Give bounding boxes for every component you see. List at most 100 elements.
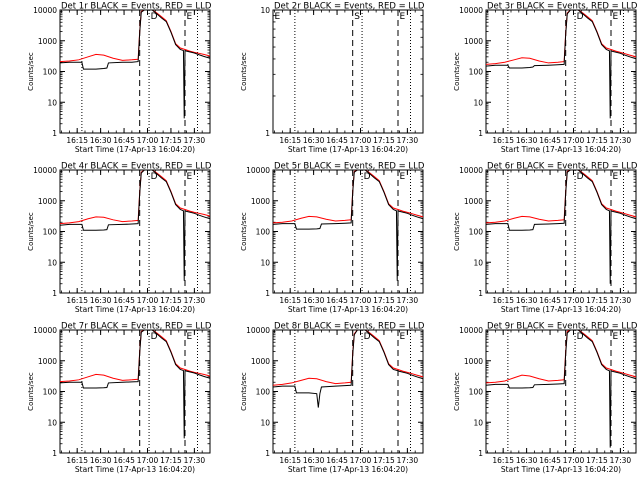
- x-axis-label: Start Time (17-Apr-13 16:04:20): [75, 465, 195, 474]
- y-tick-label: 1000: [251, 197, 270, 206]
- y-tick-label: 1: [265, 449, 270, 458]
- x-tick-label: 17:30: [610, 136, 632, 145]
- events-series-line: [273, 170, 423, 281]
- y-tick-label: 1000: [251, 357, 270, 366]
- y-tick-label: 1: [478, 129, 483, 138]
- x-tick-label: 16:30: [516, 296, 538, 305]
- x-tick-label: 17:00: [137, 136, 159, 145]
- y-axis-label: Counts/sec: [453, 52, 461, 91]
- y-axis-label: Counts/sec: [453, 372, 461, 411]
- x-tick-label: 16:30: [516, 136, 538, 145]
- panel-title: Det 1r BLACK = Events, RED = LLD: [61, 2, 212, 12]
- event-marker-label: D: [577, 172, 584, 182]
- x-axis-label: Start Time (17-Apr-13 16:04:20): [501, 305, 621, 314]
- panel-title: Det 9r BLACK = Events, RED = LLD: [487, 322, 638, 332]
- plot-frame: [59, 169, 211, 294]
- x-tick-label: 17:00: [563, 456, 585, 465]
- x-tick-label: 17:30: [397, 296, 419, 305]
- event-marker-label: D: [151, 332, 158, 342]
- y-axis-label: Counts/sec: [27, 372, 35, 411]
- plot-frame: [59, 329, 211, 454]
- x-tick-label: 16:45: [539, 296, 561, 305]
- x-tick-label: 16:15: [66, 136, 88, 145]
- events-series-line: [486, 10, 636, 119]
- plot-frame: [485, 9, 637, 134]
- y-tick-label: 1000: [464, 37, 483, 46]
- x-tick-label: 17:30: [610, 296, 632, 305]
- x-tick-label: 16:30: [303, 136, 325, 145]
- y-tick-label: 1: [52, 449, 57, 458]
- event-marker-label: D: [577, 332, 584, 342]
- plot-frame: [485, 169, 637, 294]
- y-axis-label: Counts/sec: [27, 212, 35, 251]
- y-tick-label: 100: [43, 388, 58, 397]
- event-marker-label: E: [187, 172, 193, 182]
- x-tick-label: 17:00: [137, 296, 159, 305]
- lld-series-line: [486, 170, 636, 224]
- y-axis-label: Counts/sec: [240, 212, 248, 251]
- x-tick-label: 17:00: [350, 296, 372, 305]
- y-tick-label: 10000: [33, 6, 57, 15]
- event-marker-label: E: [400, 12, 406, 22]
- y-tick-label: 1000: [464, 357, 483, 366]
- y-tick-label: 100: [256, 388, 271, 397]
- events-series-line: [60, 170, 210, 281]
- x-tick-label: 16:15: [66, 296, 88, 305]
- event-marker-label: E: [187, 332, 193, 342]
- y-tick-label: 10000: [33, 326, 57, 335]
- y-tick-label: 10: [260, 418, 270, 427]
- x-tick-label: 17:30: [184, 296, 206, 305]
- x-axis-label: Start Time (17-Apr-13 16:04:20): [288, 465, 408, 474]
- y-axis-label: Counts/sec: [27, 52, 35, 91]
- event-marker-label: E: [400, 332, 406, 342]
- x-tick-label: 16:15: [66, 456, 88, 465]
- y-tick-label: 10000: [246, 166, 270, 175]
- y-tick-label: 100: [43, 68, 58, 77]
- x-tick-label: 16:30: [90, 456, 112, 465]
- x-tick-label: 17:30: [397, 136, 419, 145]
- y-tick-label: 10: [473, 98, 483, 107]
- x-tick-label: 17:30: [397, 456, 419, 465]
- y-tick-label: 1000: [38, 197, 57, 206]
- x-tick-label: 16:30: [90, 296, 112, 305]
- panel-title: Det 8r BLACK = Events, RED = LLD: [274, 322, 425, 332]
- x-tick-label: 17:00: [137, 456, 159, 465]
- y-tick-label: 100: [256, 228, 271, 237]
- x-tick-label: 16:45: [326, 136, 348, 145]
- y-tick-label: 10: [47, 98, 57, 107]
- event-marker-label: E: [613, 332, 619, 342]
- detector-panel: Det 7r BLACK = Events, RED = LLD 1 10 100 10…: [27, 322, 212, 475]
- detector-panel: Det 6r BLACK = Events, RED = LLD 1 10 100 10…: [453, 162, 638, 315]
- x-tick-label: 16:30: [303, 456, 325, 465]
- x-tick-label: 17:15: [160, 296, 182, 305]
- x-tick-label: 17:15: [586, 136, 608, 145]
- event-marker-label: D: [151, 12, 158, 22]
- event-marker-label: E: [400, 172, 406, 182]
- y-tick-label: 10: [473, 418, 483, 427]
- y-tick-label: 1000: [464, 197, 483, 206]
- x-axis-label: Start Time (17-Apr-13 16:04:20): [501, 465, 621, 474]
- y-tick-label: 1000: [38, 357, 57, 366]
- x-tick-label: 17:30: [184, 456, 206, 465]
- y-tick-label: 10000: [33, 166, 57, 175]
- y-tick-label: 100: [43, 228, 58, 237]
- y-tick-label: 100: [469, 228, 484, 237]
- x-tick-label: 17:00: [563, 136, 585, 145]
- events-series-line: [273, 330, 423, 408]
- plot-frame: [272, 169, 424, 294]
- x-tick-label: 17:15: [373, 296, 395, 305]
- y-tick-label: 1: [265, 289, 270, 298]
- lld-series-line: [60, 330, 210, 383]
- x-tick-label: 16:15: [492, 136, 514, 145]
- x-tick-label: 17:15: [586, 456, 608, 465]
- x-tick-label: 17:00: [350, 456, 372, 465]
- y-tick-label: 100: [469, 388, 484, 397]
- y-tick-label: 1: [265, 129, 270, 138]
- x-tick-label: 17:15: [160, 456, 182, 465]
- x-tick-label: 16:15: [492, 296, 514, 305]
- x-tick-label: 16:45: [326, 296, 348, 305]
- y-tick-label: 10000: [459, 6, 483, 15]
- detector-panel: Det 5r BLACK = Events, RED = LLD 1 10 100 10…: [240, 162, 425, 315]
- x-axis-label: Start Time (17-Apr-13 16:04:20): [288, 145, 408, 154]
